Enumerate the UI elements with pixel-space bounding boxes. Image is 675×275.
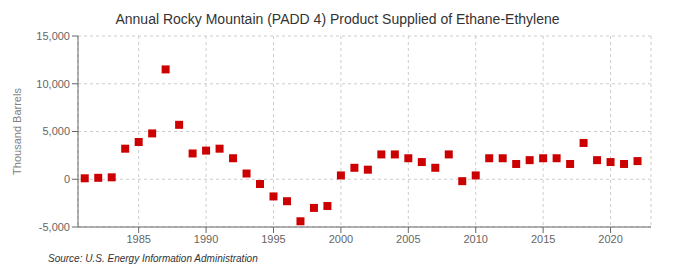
- svg-text:5,000: 5,000: [42, 125, 70, 137]
- svg-text:10,000: 10,000: [36, 78, 70, 90]
- svg-text:2020: 2020: [598, 233, 622, 245]
- svg-text:1985: 1985: [126, 233, 150, 245]
- svg-text:2015: 2015: [531, 233, 555, 245]
- svg-text:-5,000: -5,000: [39, 221, 70, 233]
- svg-text:2005: 2005: [396, 233, 420, 245]
- svg-text:0: 0: [64, 173, 70, 185]
- html-text:Source: U.S. Energy Informatio: Source: U.S. Energy Information Administ…: [48, 253, 258, 264]
- svg-text:Thousand Barrels: Thousand Barrels: [11, 88, 23, 175]
- svg-text:15,000: 15,000: [36, 30, 70, 42]
- svg-text:2010: 2010: [463, 233, 487, 245]
- svg-text:1990: 1990: [194, 233, 218, 245]
- svg-text:1995: 1995: [261, 233, 285, 245]
- html-text:Annual Rocky Mountain (PADD 4): Annual Rocky Mountain (PADD 4) Product S…: [115, 11, 560, 27]
- svg-text:2000: 2000: [329, 233, 353, 245]
